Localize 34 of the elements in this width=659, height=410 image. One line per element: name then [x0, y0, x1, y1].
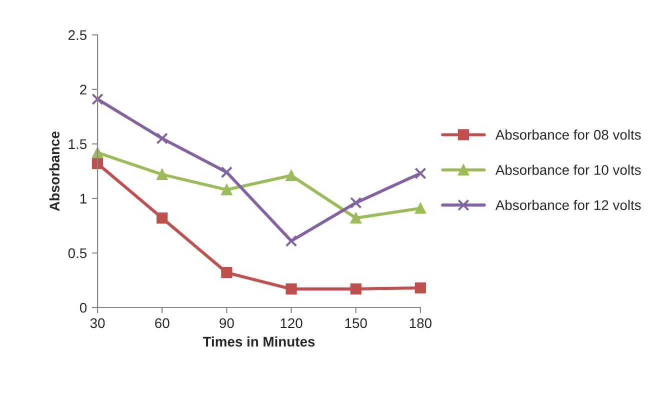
point — [220, 166, 233, 178]
point — [285, 235, 298, 247]
y-tick-label: 2.5 — [68, 30, 87, 40]
y-tick-label: 1.5 — [68, 139, 87, 150]
x-tick-label: 60 — [155, 318, 170, 328]
x-axis-title: Times in Minutes — [202, 336, 315, 347]
y-axis-title: Absorbance — [49, 132, 60, 211]
point — [286, 283, 297, 295]
legend-label: Absorbance for 10 volts — [495, 164, 641, 175]
legend-label: Absorbance for 12 volts — [495, 200, 641, 210]
point — [414, 167, 426, 180]
point — [286, 170, 297, 182]
x-tick-label: 180 — [410, 318, 432, 328]
legend-label: Absorbance for 08 volts — [495, 130, 641, 140]
x-tick-label: 150 — [345, 318, 367, 328]
x-tick-label: 30 — [90, 318, 105, 328]
point — [156, 168, 168, 180]
x-tick-label: 90 — [220, 318, 234, 328]
point — [414, 202, 426, 214]
x-tick-label: 120 — [280, 318, 302, 328]
y-tick-label: 0 — [80, 302, 87, 313]
point — [221, 184, 232, 196]
point — [350, 196, 362, 209]
y-tick-label: 0.5 — [68, 248, 87, 258]
y-tick-label: 2 — [80, 84, 86, 94]
point — [221, 267, 232, 278]
point — [414, 282, 426, 294]
point — [92, 93, 104, 106]
point — [350, 283, 362, 295]
y-tick-label: 1 — [80, 194, 86, 204]
point — [92, 158, 104, 170]
point — [156, 212, 168, 224]
point — [156, 132, 168, 144]
point — [350, 212, 362, 224]
